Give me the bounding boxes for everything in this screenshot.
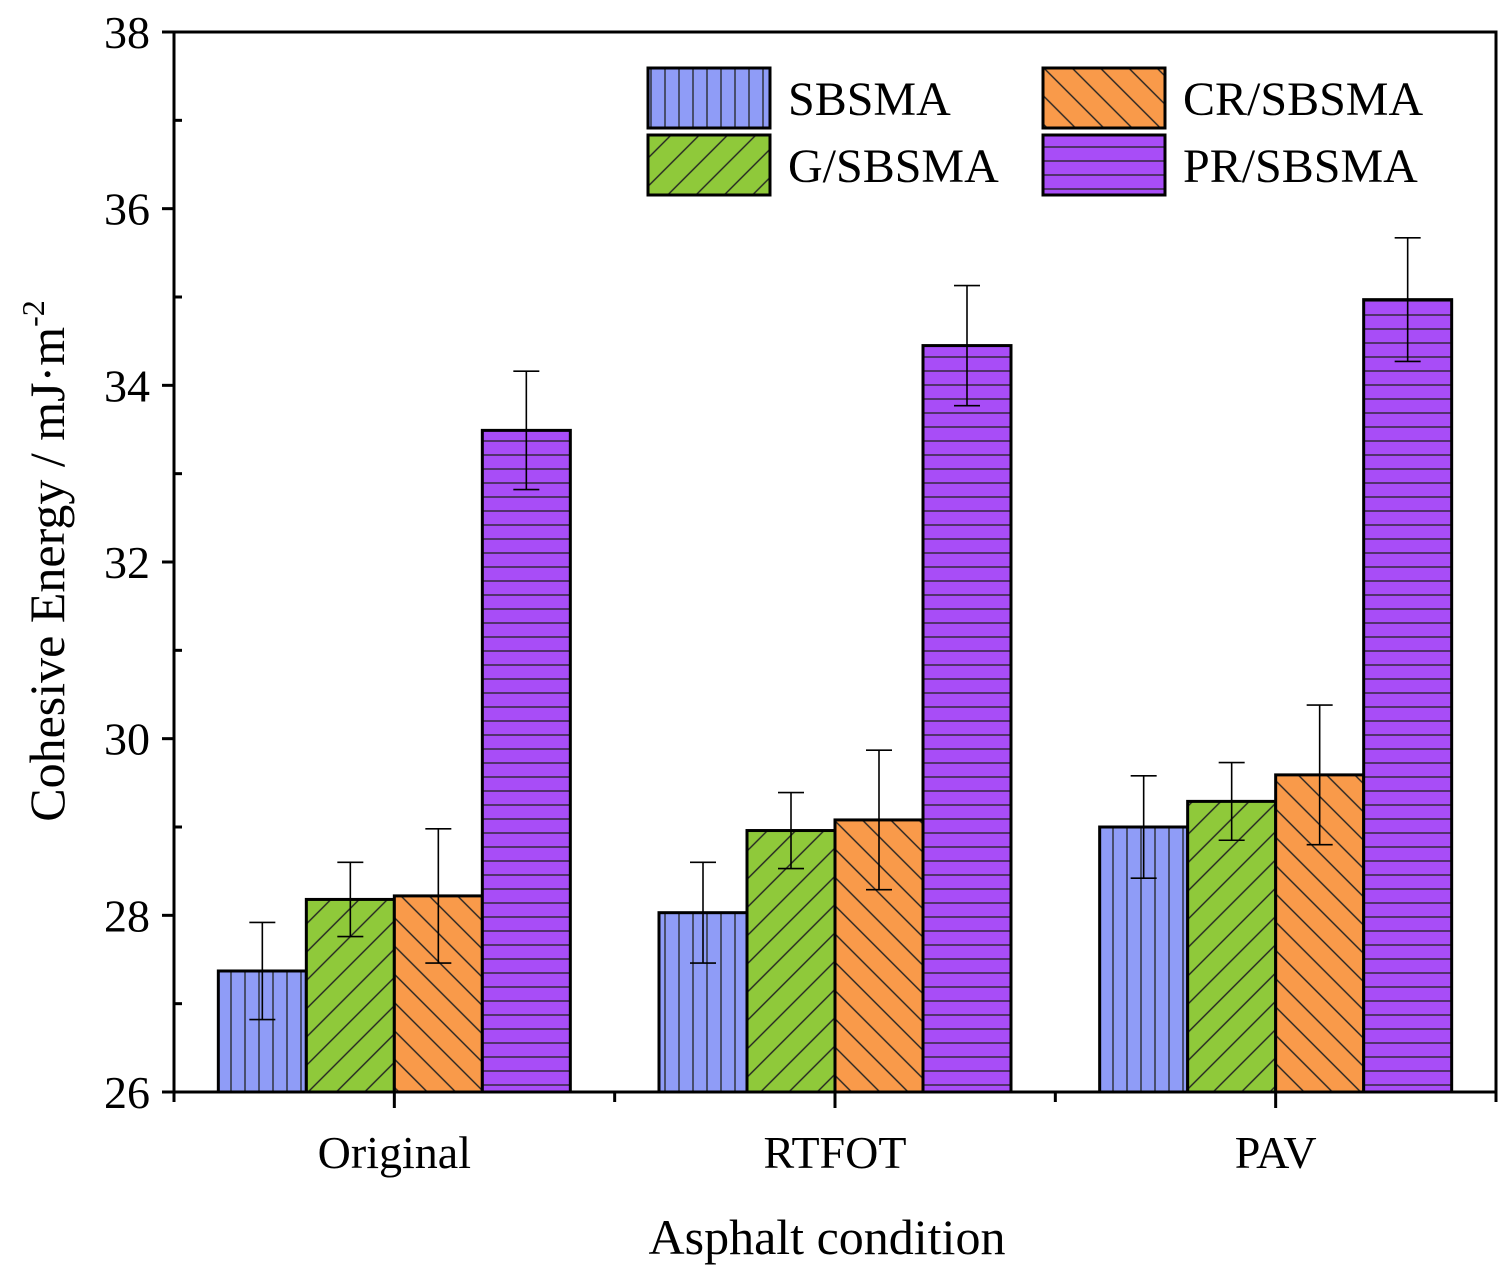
bar-group-sbsma bbox=[1098, 774, 1190, 1094]
bar-group-pr-sbsma bbox=[480, 370, 572, 1094]
bar-group-cr-sbsma bbox=[1274, 704, 1366, 1094]
y-tick-label: 36 bbox=[104, 184, 150, 235]
bar-group-g-sbsma bbox=[1186, 761, 1278, 1094]
bar-pattern bbox=[745, 829, 837, 1094]
bar-group-sbsma bbox=[216, 921, 308, 1094]
x-tick-label: RTFOT bbox=[764, 1127, 907, 1178]
y-tick-label: 38 bbox=[104, 7, 150, 58]
bar-group-g-sbsma bbox=[304, 861, 396, 1094]
legend-swatch-pattern bbox=[1041, 133, 1167, 197]
bar-pattern bbox=[921, 344, 1013, 1094]
y-tick-label: 32 bbox=[104, 537, 150, 588]
y-axis-title-main: Cohesive Energy / mJ·m bbox=[19, 327, 75, 822]
y-tick-label: 28 bbox=[104, 890, 150, 941]
y-tick-label: 26 bbox=[104, 1067, 150, 1118]
bar-group-cr-sbsma bbox=[833, 749, 925, 1094]
bar-pattern bbox=[480, 428, 572, 1094]
bar-group-cr-sbsma bbox=[392, 827, 484, 1094]
y-tick-label: 34 bbox=[104, 360, 150, 411]
bar-pattern bbox=[1186, 799, 1278, 1094]
legend-item: PR/SBSMA bbox=[1041, 133, 1418, 197]
legend-item: SBSMA bbox=[646, 66, 951, 130]
y-tick-label: 30 bbox=[104, 714, 150, 765]
legend-label: PR/SBSMA bbox=[1183, 140, 1418, 193]
legend-swatch-pattern bbox=[646, 66, 772, 130]
legend-item: G/SBSMA bbox=[646, 133, 999, 197]
x-axis-title: Asphalt condition bbox=[649, 1209, 1006, 1265]
bar-pattern bbox=[657, 911, 749, 1094]
x-tick-label: Original bbox=[318, 1127, 471, 1178]
bar-group-sbsma bbox=[657, 861, 749, 1094]
x-tick-label: PAV bbox=[1235, 1127, 1317, 1178]
bar-group-pr-sbsma bbox=[921, 284, 1013, 1094]
legend-label: G/SBSMA bbox=[788, 140, 999, 193]
legend-swatch-pattern bbox=[1041, 66, 1167, 130]
legend-swatch-pattern bbox=[646, 133, 772, 197]
bar-group-g-sbsma bbox=[745, 791, 837, 1094]
y-axis-title-superscript: -2 bbox=[15, 300, 51, 327]
bar-group-pr-sbsma bbox=[1362, 237, 1454, 1094]
bar-pattern bbox=[1362, 298, 1454, 1094]
legend-label: CR/SBSMA bbox=[1183, 73, 1423, 126]
y-axis-title: Cohesive Energy / mJ·m-2 bbox=[15, 300, 75, 822]
legend-item: CR/SBSMA bbox=[1041, 66, 1423, 130]
legend-label: SBSMA bbox=[788, 73, 951, 126]
